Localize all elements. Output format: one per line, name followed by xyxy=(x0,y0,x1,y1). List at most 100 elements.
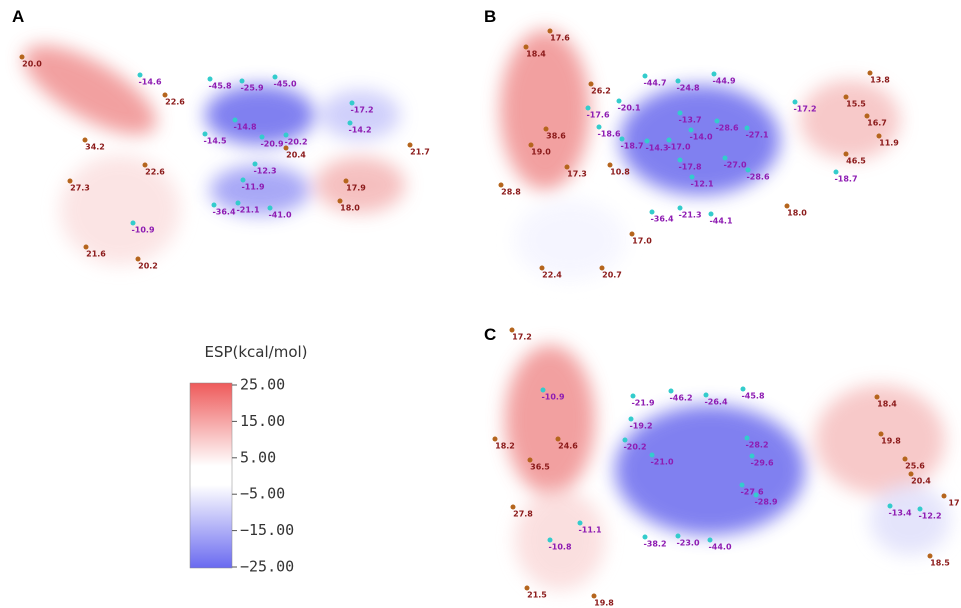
esp-value: 21.7 xyxy=(410,148,430,157)
surface-point xyxy=(337,198,343,204)
esp-value: -10.9 xyxy=(131,226,154,235)
esp-value: 27.3 xyxy=(70,184,90,193)
surface-point xyxy=(867,70,873,76)
esp-value: -27.6 xyxy=(740,488,763,497)
esp-value: 19.8 xyxy=(881,437,901,446)
esp-value: 18.0 xyxy=(340,204,360,213)
colorbar-tick-label: 15.00 xyxy=(240,412,285,430)
esp-value: -11.1 xyxy=(578,526,601,535)
esp-value: 17.9 xyxy=(346,184,366,193)
surface-point xyxy=(509,327,515,333)
esp-value: -17.2 xyxy=(350,106,373,115)
esp-value: -20.2 xyxy=(284,138,307,147)
esp-value: 27.8 xyxy=(513,510,533,519)
surface-point xyxy=(407,142,413,148)
esp-value: 34.2 xyxy=(85,143,105,152)
surface-point xyxy=(644,138,650,144)
esp-value: 18.2 xyxy=(495,442,515,451)
esp-value: -14.6 xyxy=(138,78,161,87)
surface-point xyxy=(19,54,25,60)
surface-point xyxy=(539,265,545,271)
surface-point xyxy=(833,169,839,175)
surface-point xyxy=(347,120,353,126)
esp-value: 22.6 xyxy=(145,168,165,177)
surface-point xyxy=(599,265,605,271)
surface-point xyxy=(349,100,355,106)
esp-value: -10.8 xyxy=(548,543,571,552)
esp-value: -18.7 xyxy=(834,175,857,184)
surface-point xyxy=(677,205,683,211)
esp-value: -21.0 xyxy=(650,458,673,467)
esp-value: -26.4 xyxy=(704,398,727,407)
surface-point xyxy=(67,178,73,184)
surface-point xyxy=(252,161,258,167)
esp-value: 17 xyxy=(948,499,959,508)
esp-value: 13.8 xyxy=(870,76,890,85)
surface-point xyxy=(83,244,89,250)
esp-value: 17.3 xyxy=(567,170,587,179)
colorbar-tick-label: 25.00 xyxy=(240,376,285,394)
esp-value: 28.8 xyxy=(501,188,521,197)
esp-value: -21.9 xyxy=(631,399,654,408)
esp-value: -20.1 xyxy=(617,104,640,113)
esp-value: -12.1 xyxy=(690,180,713,189)
surface-point xyxy=(527,457,533,463)
surface-b xyxy=(500,30,900,280)
surface-point xyxy=(622,437,628,443)
esp-value: -19.2 xyxy=(629,422,652,431)
surface-c xyxy=(505,345,950,590)
esp-value: -28.9 xyxy=(754,498,777,507)
esp-value: -27.1 xyxy=(745,131,768,140)
surface-point xyxy=(343,178,349,184)
esp-value: -28.6 xyxy=(715,124,738,133)
surface-point xyxy=(740,386,746,392)
esp-value: -17.6 xyxy=(586,111,609,120)
esp-value: 17.0 xyxy=(632,237,652,246)
esp-value: 17.2 xyxy=(512,333,532,342)
surface-point xyxy=(878,431,884,437)
surface-point xyxy=(510,504,516,510)
surface-point xyxy=(267,205,273,211)
surface-point xyxy=(492,436,498,442)
panel-letter: A xyxy=(12,7,24,26)
surface-point xyxy=(711,71,717,77)
colorbar-tick-label: −5.00 xyxy=(240,485,285,503)
surface-point xyxy=(235,200,241,206)
colorbar-tick-label: 5.00 xyxy=(240,448,276,466)
surface-a xyxy=(23,45,405,265)
surface-point xyxy=(675,533,681,539)
surface-point xyxy=(677,157,683,163)
surface-point xyxy=(540,387,546,393)
esp-value: 20.4 xyxy=(286,151,306,160)
esp-value: 20.4 xyxy=(911,477,931,486)
esp-value: -11.9 xyxy=(241,183,264,192)
surface-point xyxy=(908,471,914,477)
surface-point xyxy=(616,98,622,104)
surface-point xyxy=(523,44,529,50)
esp-value: -27.0 xyxy=(723,161,746,170)
surface-point xyxy=(543,126,549,132)
esp-value: 25.6 xyxy=(905,462,925,471)
esp-value: 18.0 xyxy=(787,209,807,218)
esp-value: -24.8 xyxy=(676,84,699,93)
esp-value: -18.7 xyxy=(620,142,643,151)
surface-point xyxy=(744,435,750,441)
surface-point xyxy=(784,203,790,209)
esp-value: 10.8 xyxy=(610,168,630,177)
surface-point xyxy=(272,74,278,80)
esp-value: 26.2 xyxy=(591,87,611,96)
surface-point xyxy=(753,492,759,498)
esp-value: 22.4 xyxy=(542,271,562,280)
esp-value: 17.6 xyxy=(550,34,570,43)
surface-point xyxy=(555,436,561,442)
surface-point xyxy=(547,28,553,34)
esp-value: 46.5 xyxy=(846,157,866,166)
surface-point xyxy=(130,220,136,226)
esp-value: 22.6 xyxy=(165,98,185,107)
esp-value: -20.2 xyxy=(623,443,646,452)
surface-point xyxy=(864,113,870,119)
esp-value: -45.8 xyxy=(741,392,764,401)
surface-point xyxy=(677,110,683,116)
esp-value: -28.2 xyxy=(745,441,768,450)
surface-point xyxy=(688,127,694,133)
